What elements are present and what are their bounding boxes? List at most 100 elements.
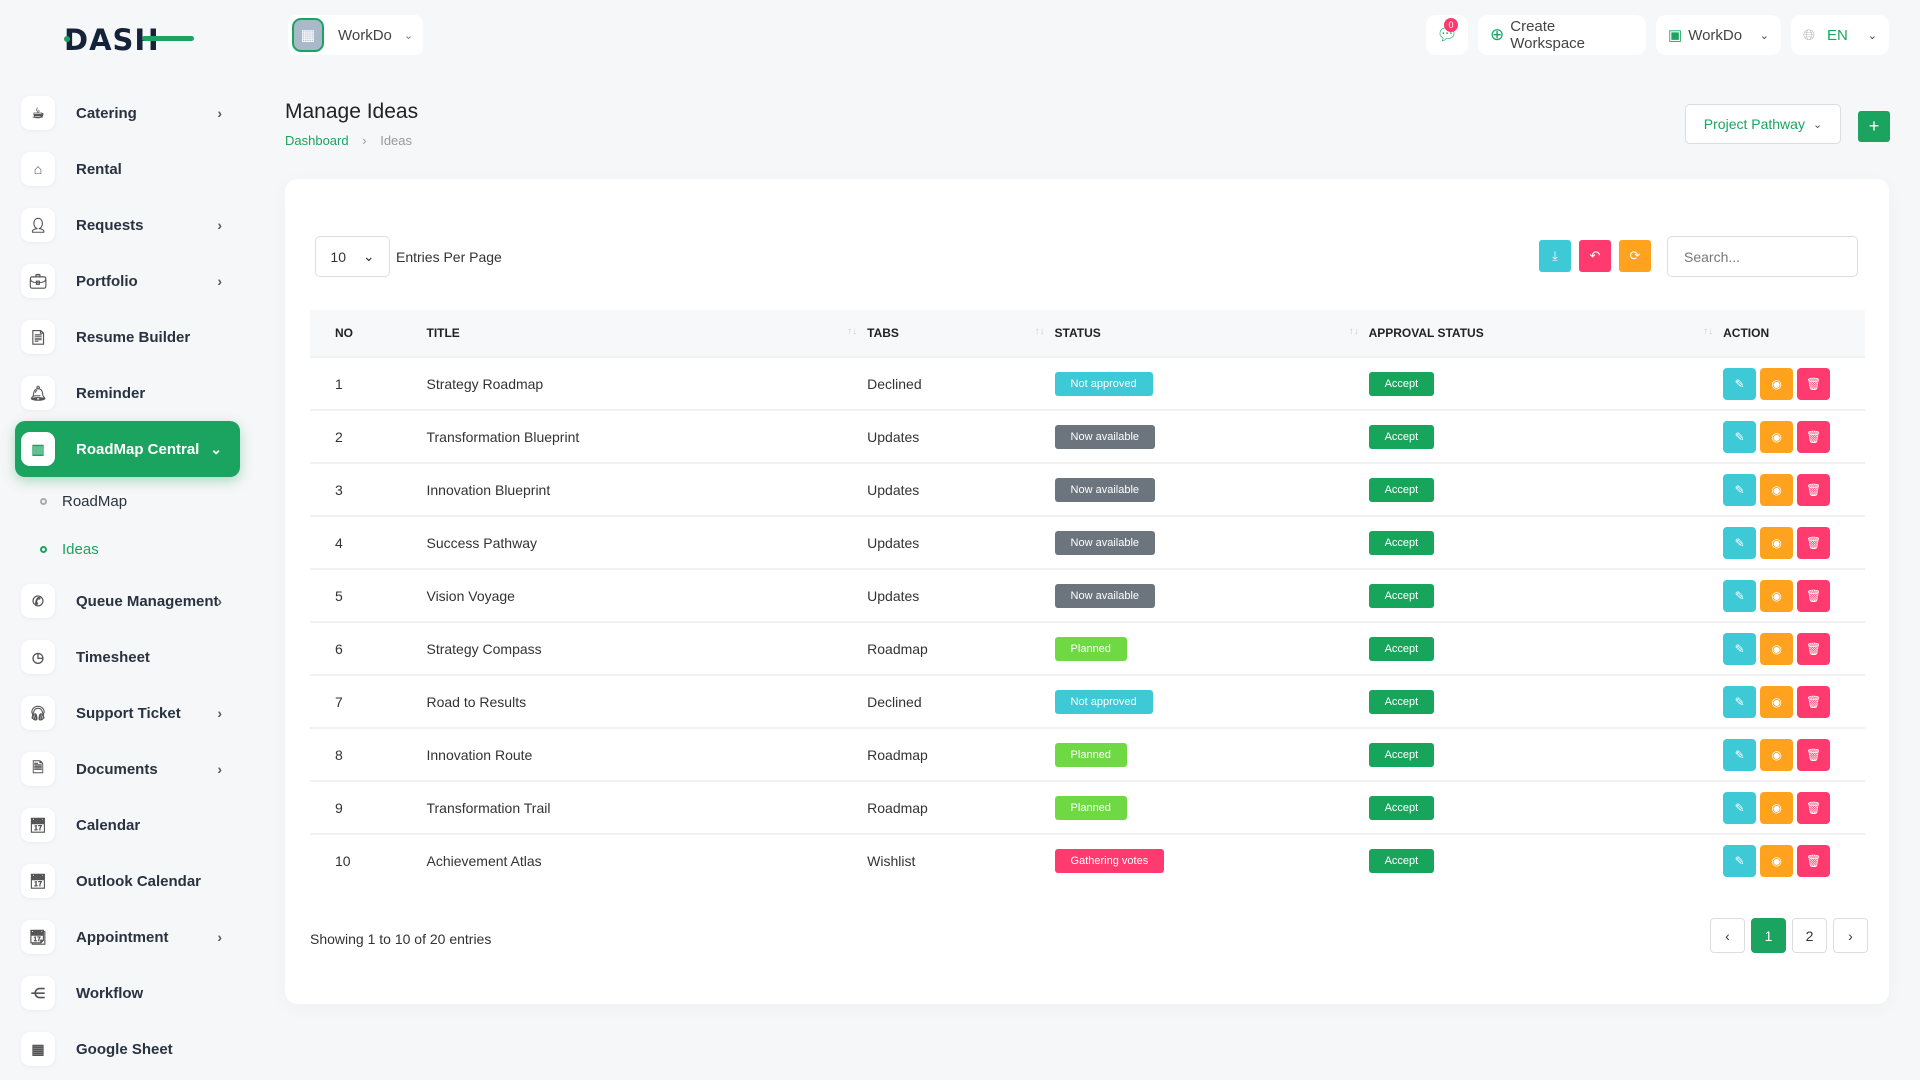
status-badge: Now available [1054, 530, 1156, 555]
edit-button[interactable]: ✎ [1723, 685, 1757, 718]
edit-button[interactable]: ✎ [1723, 420, 1757, 453]
create-workspace-button[interactable]: ⊕ Create Workspace [1478, 15, 1646, 55]
cell-title: Transformation Trail [426, 780, 868, 834]
sidebar-subitem-roadmap[interactable]: RoadMap [15, 477, 240, 525]
view-button[interactable]: ◉ [1760, 845, 1794, 877]
chevron-right-icon: › [217, 761, 222, 777]
view-button[interactable]: ◉ [1760, 685, 1794, 718]
sidebar-item-outlook-calendar[interactable]: 📅︎ Outlook Calendar [15, 853, 240, 909]
page-2-button[interactable]: 2 [1792, 918, 1827, 953]
status-badge: Now available [1054, 477, 1156, 502]
sidebar-item-appointment[interactable]: 📆︎ Appointment › [15, 909, 240, 965]
workspace-switcher[interactable]: ▦ WorkDo ⌄ [288, 15, 424, 55]
refresh-icon: ⟳ [1629, 248, 1641, 263]
column-header-approval-status[interactable]: APPROVAL STATUS ↑↓ [1368, 310, 1724, 357]
column-header-no: NO [310, 310, 427, 357]
entries-select[interactable]: 10 ⌄ [315, 236, 390, 277]
chevron-right-icon: › [217, 273, 222, 289]
sidebar-item-rental[interactable]: ⌂ Rental [15, 141, 240, 197]
pagination: ‹ 1 2 › [1710, 918, 1868, 953]
view-button[interactable]: ◉ [1760, 473, 1794, 506]
messages-button[interactable]: 💬︎ 0 [1426, 15, 1468, 55]
view-button[interactable]: ◉ [1760, 738, 1794, 771]
view-button[interactable]: ◉ [1760, 420, 1794, 453]
edit-button[interactable]: ✎ [1723, 473, 1757, 506]
view-button[interactable]: ◉ [1760, 526, 1794, 559]
accept-button[interactable]: Accept [1368, 849, 1435, 873]
breadcrumb-dashboard[interactable]: Dashboard [285, 133, 349, 148]
edit-button[interactable]: ✎ [1723, 738, 1757, 771]
accept-button[interactable]: Accept [1368, 636, 1435, 661]
accept-button[interactable]: Accept [1368, 742, 1435, 767]
sidebar-item-queue-management[interactable]: ✆ Queue Management › [15, 573, 240, 629]
search-input[interactable] [1667, 236, 1858, 277]
undo-icon: ↶ [1589, 248, 1601, 263]
delete-button[interactable]: 🗑︎ [1797, 473, 1831, 506]
view-button[interactable]: ◉ [1760, 579, 1794, 612]
delete-button[interactable]: 🗑︎ [1797, 526, 1831, 559]
accept-button[interactable]: Accept [1368, 689, 1435, 714]
cell-status: Planned [1054, 621, 1369, 675]
edit-button[interactable]: ✎ [1723, 791, 1757, 824]
sidebar-item-support-ticket[interactable]: 🎧︎ Support Ticket › [15, 685, 240, 741]
sidebar-item-documents[interactable]: 🗎 Documents › [15, 741, 240, 797]
sidebar-item-reminder[interactable]: 🔔︎ Reminder [15, 365, 240, 421]
delete-button[interactable]: 🗑︎ [1797, 632, 1831, 665]
prev-page-button[interactable]: ‹ [1710, 918, 1745, 953]
page-1-button[interactable]: 1 [1751, 918, 1786, 953]
reset-button[interactable]: ↶ [1579, 240, 1611, 272]
sidebar-item-portfolio[interactable]: 💼︎ Portfolio › [15, 253, 240, 309]
accept-button[interactable]: Accept [1368, 530, 1435, 555]
view-button[interactable]: ◉ [1760, 632, 1794, 665]
delete-button[interactable]: 🗑︎ [1797, 845, 1831, 877]
workspace-dropdown[interactable]: ▣ WorkDo ⌄ [1656, 15, 1781, 55]
refresh-button[interactable]: ⟳ [1619, 240, 1651, 272]
edit-button[interactable]: ✎ [1723, 367, 1757, 400]
globe-icon: 🌐︎ [1803, 26, 1816, 44]
sidebar-item-calendar[interactable]: 📅︎ Calendar [15, 797, 240, 853]
export-button[interactable]: ⤓ [1539, 240, 1571, 272]
table-row: 8 Innovation Route Roadmap Planned Accep… [310, 727, 1865, 781]
sidebar-item-roadmap-central[interactable]: ▥ RoadMap Central ⌄ [15, 421, 240, 477]
column-header-status[interactable]: STATUS ↑↓ [1054, 310, 1369, 357]
accept-button[interactable]: Accept [1368, 583, 1435, 608]
chevron-right-icon: › [217, 705, 222, 721]
cell-approval: Accept [1368, 674, 1724, 728]
accept-button[interactable]: Accept [1368, 477, 1435, 502]
home-icon: ⌂ [21, 152, 55, 186]
cell-action: ✎ ◉ 🗑︎ [1723, 462, 1865, 516]
column-header-title[interactable]: TITLE ↑↓ [426, 310, 868, 357]
accept-button[interactable]: Accept [1368, 424, 1435, 449]
view-button[interactable]: ◉ [1760, 791, 1794, 824]
next-page-button[interactable]: › [1833, 918, 1868, 953]
edit-button[interactable]: ✎ [1723, 845, 1757, 877]
edit-button[interactable]: ✎ [1723, 632, 1757, 665]
table-icon: ▦ [21, 1032, 55, 1066]
edit-button[interactable]: ✎ [1723, 526, 1757, 559]
sidebar-item-timesheet[interactable]: ◷ Timesheet [15, 629, 240, 685]
accept-button[interactable]: Accept [1368, 795, 1435, 820]
delete-button[interactable]: 🗑︎ [1797, 685, 1831, 718]
project-select[interactable]: Project Pathway ⌄ [1685, 104, 1841, 144]
delete-button[interactable]: 🗑︎ [1797, 738, 1831, 771]
column-header-tabs[interactable]: TABS ↑↓ [867, 310, 1055, 357]
sidebar-item-requests[interactable]: 👤︎ Requests › [15, 197, 240, 253]
status-badge: Planned [1054, 636, 1127, 661]
delete-button[interactable]: 🗑︎ [1797, 791, 1831, 824]
sidebar-item-catering[interactable]: ☕︎ Catering › [15, 85, 240, 141]
delete-button[interactable]: 🗑︎ [1797, 420, 1831, 453]
sidebar-item-resume-builder[interactable]: 📄︎ Resume Builder [15, 309, 240, 365]
sidebar: DASH ☕︎ Catering › ⌂ Rental 👤︎ Requests › 💼︎ Port… [0, 0, 260, 1080]
language-dropdown[interactable]: 🌐︎ EN ⌄ [1791, 15, 1889, 55]
status-badge: Planned [1054, 742, 1127, 767]
sidebar-item-workflow[interactable]: ⋲ Workflow [15, 965, 240, 1021]
sidebar-item-google-sheet[interactable]: ▦ Google Sheet [15, 1021, 240, 1077]
bullet-icon [40, 545, 47, 553]
edit-button[interactable]: ✎ [1723, 579, 1757, 612]
accept-button[interactable]: Accept [1368, 371, 1435, 396]
view-button[interactable]: ◉ [1760, 367, 1794, 400]
add-idea-button[interactable]: + [1858, 111, 1890, 142]
delete-button[interactable]: 🗑︎ [1797, 579, 1831, 612]
sidebar-subitem-ideas[interactable]: Ideas [15, 525, 240, 573]
delete-button[interactable]: 🗑︎ [1797, 367, 1831, 400]
